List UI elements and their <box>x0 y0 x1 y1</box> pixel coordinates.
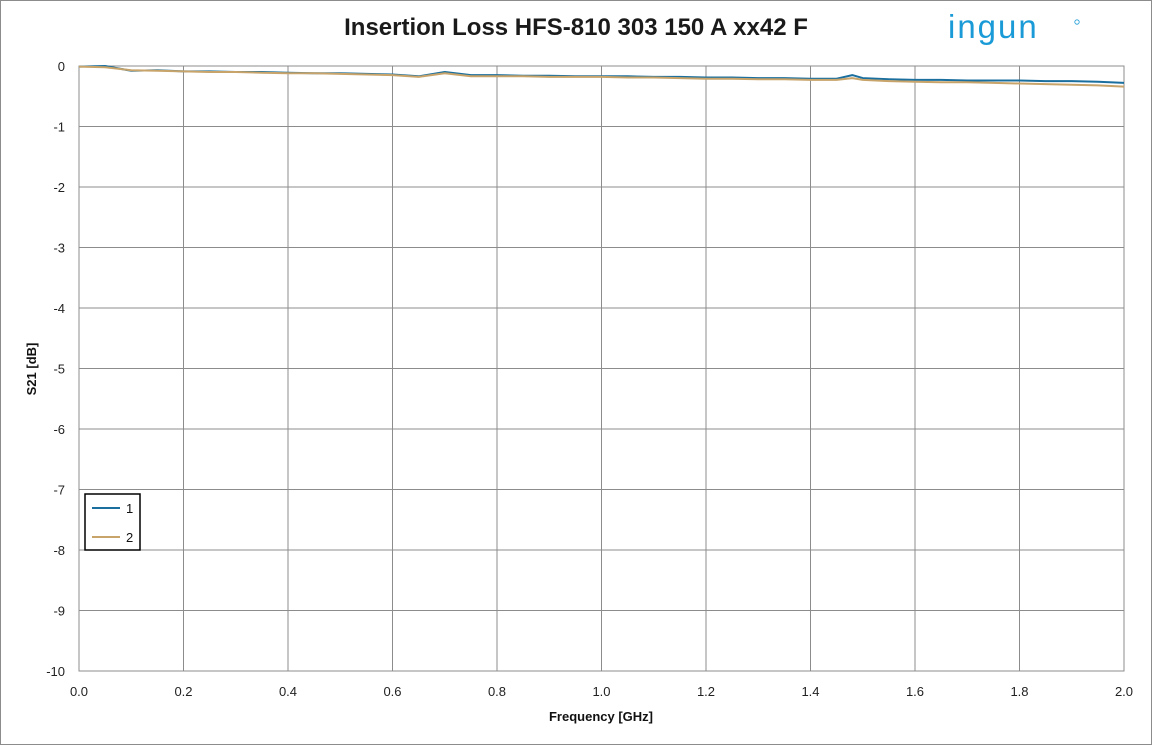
x-tick-label: 1.0 <box>592 684 610 699</box>
y-tick-label: -2 <box>53 180 65 195</box>
plot-area-border <box>78 65 1125 672</box>
x-tick-label: 0.4 <box>279 684 297 699</box>
x-tick-label: 1.2 <box>697 684 715 699</box>
y-tick-label: -3 <box>53 241 65 256</box>
legend-label-1: 1 <box>126 501 133 516</box>
series-lines <box>78 65 1125 88</box>
x-tick-label: 2.0 <box>1115 684 1133 699</box>
y-tick-labels: 0 -1 -2 -3 -4 -5 -6 -7 -8 -9 -10 <box>46 59 65 679</box>
y-axis-label: S21 [dB] <box>24 343 39 396</box>
x-tick-label: 0.2 <box>174 684 192 699</box>
y-tick-label: 0 <box>58 59 65 74</box>
y-tick-label: -4 <box>53 301 65 316</box>
legend-box <box>84 493 141 551</box>
y-tick-label: -10 <box>46 664 65 679</box>
x-tick-label: 1.6 <box>906 684 924 699</box>
y-tick-label: -9 <box>53 604 65 619</box>
x-tick-label: 0.6 <box>383 684 401 699</box>
x-tick-label: 1.8 <box>1010 684 1028 699</box>
y-tick-label: -1 <box>53 120 65 135</box>
x-axis-label: Frequency [GHz] <box>549 709 653 724</box>
chart-legend: 1 2 <box>84 493 141 551</box>
x-tick-label: 0.8 <box>488 684 506 699</box>
logo-wordmark: ingun <box>948 8 1039 45</box>
grid-lines <box>78 65 1125 672</box>
y-tick-label: -7 <box>53 483 65 498</box>
x-tick-label: 1.4 <box>801 684 819 699</box>
y-tick-label: -5 <box>53 362 65 377</box>
y-tick-label: -6 <box>53 422 65 437</box>
x-tick-label: 0.0 <box>70 684 88 699</box>
series-line-2 <box>78 65 1125 88</box>
y-tick-label: -8 <box>53 543 65 558</box>
chart-title: Insertion Loss HFS-810 303 150 A xx42 F <box>344 14 808 41</box>
legend-label-2: 2 <box>126 530 133 545</box>
x-tick-labels: 0.0 0.2 0.4 0.6 0.8 1.0 1.2 1.4 1.6 1.8 2.0 <box>70 684 1133 699</box>
ingun-logo: ingun <box>948 8 1080 45</box>
